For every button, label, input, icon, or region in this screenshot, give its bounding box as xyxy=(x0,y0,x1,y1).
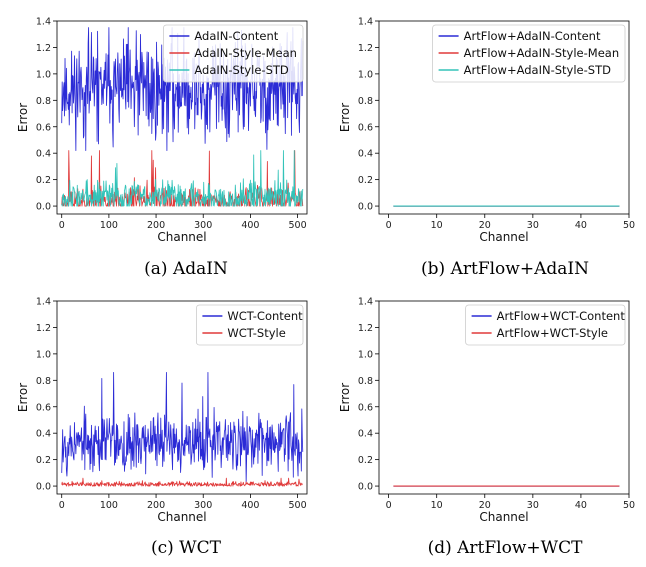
plot-frame xyxy=(56,300,308,495)
x-tick-label: 30 xyxy=(527,500,539,511)
legend-entry: WCT-Content xyxy=(227,309,303,323)
x-tick-label: 100 xyxy=(100,220,118,231)
y-tick-label: 1.4 xyxy=(36,297,51,308)
y-axis-label: Error xyxy=(338,103,352,132)
y-tick-label: 0.0 xyxy=(358,482,373,493)
chart-panel-0: 0.0 0.2 0.4 0.6 0.8 1.0 1.2 1.4 0 100 200 300 400 500… xyxy=(16,17,308,279)
y-tick-label: 0.8 xyxy=(358,376,373,387)
y-tick-label: 0.6 xyxy=(358,122,373,133)
y-tick-label: 1.4 xyxy=(358,297,373,308)
x-axis-label: Channel xyxy=(157,230,206,244)
series-line-1 xyxy=(61,477,303,487)
x-tick-label: 300 xyxy=(194,220,212,231)
y-tick-label: 1.0 xyxy=(358,69,373,80)
x-axis-label: Channel xyxy=(479,230,528,244)
series-line-0 xyxy=(61,371,304,483)
y-tick-label: 0.0 xyxy=(36,482,51,493)
plot-frame xyxy=(378,20,630,215)
x-tick-label: 20 xyxy=(479,220,491,231)
x-tick-label: 40 xyxy=(575,220,587,231)
x-tick-label: 0 xyxy=(59,500,65,511)
x-tick-label: 500 xyxy=(288,220,306,231)
legend-box xyxy=(195,304,304,346)
x-tick-label: 50 xyxy=(623,500,635,511)
legend-entry: ArtFlow+AdaIN-Content xyxy=(464,29,601,43)
series-line-2 xyxy=(61,150,304,207)
y-tick-label: 0.6 xyxy=(36,402,51,413)
plot-frame xyxy=(56,20,308,215)
y-tick-label: 1.4 xyxy=(36,17,51,28)
y-tick-label: 0.2 xyxy=(358,455,373,466)
y-tick-label: 0.6 xyxy=(36,122,51,133)
x-tick-label: 500 xyxy=(288,500,306,511)
legend-entry: ArtFlow+AdaIN-Style-Mean xyxy=(464,46,620,60)
x-axis-label: Channel xyxy=(157,510,206,524)
y-tick-label: 0.8 xyxy=(358,96,373,107)
y-axis-label: Error xyxy=(16,103,30,132)
legend-box xyxy=(432,24,626,83)
x-tick-label: 10 xyxy=(431,220,443,231)
subfigure-caption: (c) WCT xyxy=(151,538,222,558)
legend-entry: ArtFlow+WCT-Content xyxy=(497,309,626,323)
legend-box xyxy=(162,24,304,83)
y-tick-label: 1.4 xyxy=(358,17,373,28)
y-tick-label: 1.2 xyxy=(358,43,373,54)
y-tick-label: 1.0 xyxy=(36,349,51,360)
y-tick-label: 0.8 xyxy=(36,96,51,107)
legend-entry: ArtFlow+AdaIN-Style-STD xyxy=(464,63,612,77)
y-tick-label: 1.2 xyxy=(36,323,51,334)
x-tick-label: 0 xyxy=(386,500,392,511)
legend-box xyxy=(465,304,626,346)
x-tick-label: 300 xyxy=(194,500,212,511)
y-tick-label: 0.2 xyxy=(358,175,373,186)
legend-entry: AdaIN-Style-STD xyxy=(194,63,289,77)
y-tick-label: 0.2 xyxy=(36,175,51,186)
y-tick-label: 1.0 xyxy=(36,69,51,80)
subfigure-caption: (a) AdaIN xyxy=(144,259,228,279)
y-axis-label: Error xyxy=(338,383,352,412)
chart-panel-3: 0.0 0.2 0.4 0.6 0.8 1.0 1.2 1.4 0 10 20 30 40 50 Chann… xyxy=(338,297,635,559)
x-tick-label: 0 xyxy=(59,220,65,231)
legend-entry: WCT-Style xyxy=(227,326,285,340)
legend-entry: ArtFlow+WCT-Style xyxy=(497,326,608,340)
y-tick-label: 1.2 xyxy=(36,43,51,54)
x-tick-label: 40 xyxy=(575,500,587,511)
y-tick-label: 0.6 xyxy=(358,402,373,413)
y-tick-label: 0.0 xyxy=(36,202,51,213)
x-tick-label: 50 xyxy=(623,220,635,231)
legend-entry: AdaIN-Content xyxy=(194,29,278,43)
x-axis-label: Channel xyxy=(479,510,528,524)
y-tick-label: 0.4 xyxy=(358,149,373,160)
y-tick-label: 1.0 xyxy=(358,349,373,360)
x-tick-label: 400 xyxy=(241,220,259,231)
x-tick-label: 200 xyxy=(147,500,165,511)
subfigure-caption: (b) ArtFlow+AdaIN xyxy=(421,259,589,279)
x-tick-label: 200 xyxy=(147,220,165,231)
x-tick-label: 30 xyxy=(527,220,539,231)
y-tick-label: 0.4 xyxy=(36,429,51,440)
y-axis-label: Error xyxy=(16,383,30,412)
x-tick-label: 400 xyxy=(241,500,259,511)
y-tick-label: 0.2 xyxy=(36,455,51,466)
legend-entry: AdaIN-Style-Mean xyxy=(194,46,297,60)
y-tick-label: 0.0 xyxy=(358,202,373,213)
y-tick-label: 0.8 xyxy=(36,376,51,387)
subfigure-caption: (d) ArtFlow+WCT xyxy=(428,538,584,558)
y-tick-label: 0.4 xyxy=(36,149,51,160)
chart-panel-2: 0.0 0.2 0.4 0.6 0.8 1.0 1.2 1.4 0 100 200 300 400 500… xyxy=(16,297,308,558)
x-tick-label: 20 xyxy=(479,500,491,511)
chart-panel-1: 0.0 0.2 0.4 0.6 0.8 1.0 1.2 1.4 0 10 20 30 40 50 Chann… xyxy=(338,17,635,280)
x-tick-label: 10 xyxy=(431,500,443,511)
x-tick-label: 0 xyxy=(386,220,392,231)
plot-frame xyxy=(378,300,630,495)
x-tick-label: 100 xyxy=(100,500,118,511)
y-tick-label: 0.4 xyxy=(358,429,373,440)
y-tick-label: 1.2 xyxy=(358,323,373,334)
